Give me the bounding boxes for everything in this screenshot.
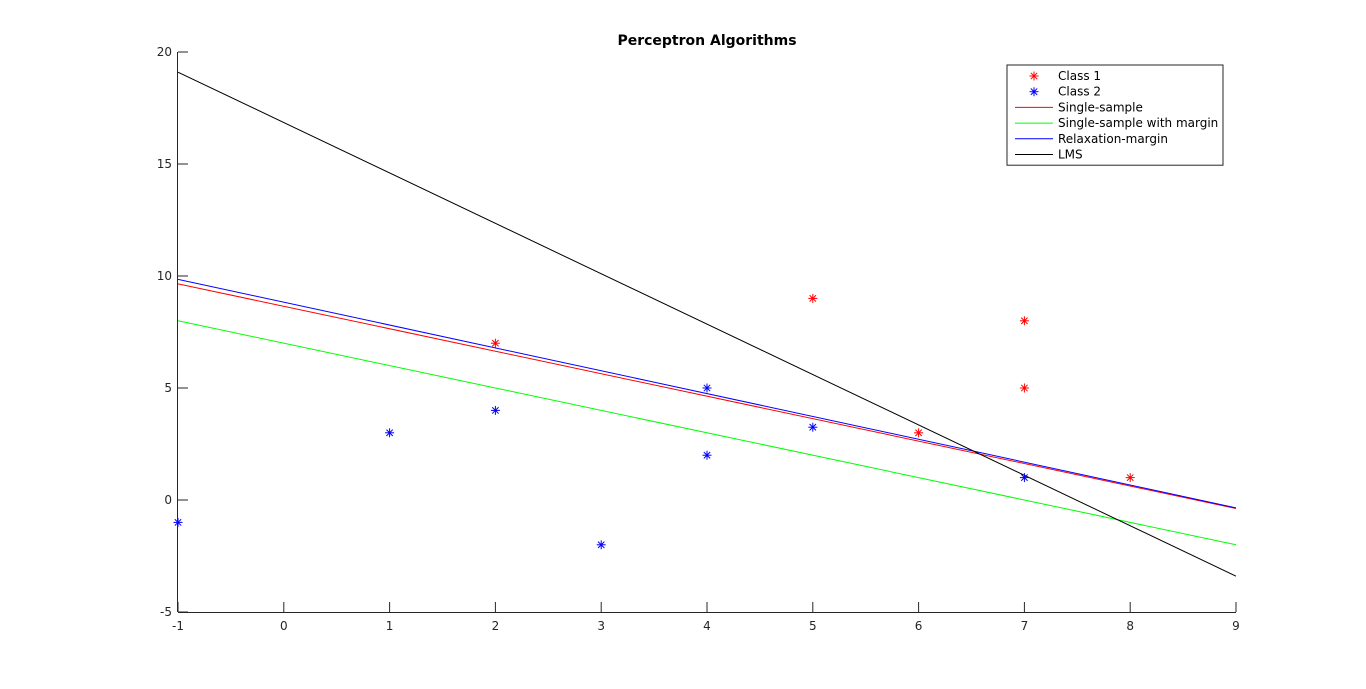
point-s1-1: [385, 428, 395, 438]
point-s0-2: [914, 428, 924, 438]
data-points: [173, 293, 1135, 550]
point-s0-1: [808, 293, 818, 303]
point-s0-5: [1125, 473, 1135, 483]
x-tick-label-4: 3: [597, 619, 605, 633]
point-s0-3: [1019, 316, 1029, 326]
legend-label-1: Class 2: [1058, 85, 1101, 99]
point-s1-5: [702, 450, 712, 460]
y-tick-label-4: 15: [157, 157, 172, 171]
legend-label-5: LMS: [1058, 148, 1083, 162]
point-s0-1-d2: [809, 294, 817, 302]
x-tick-label-10: 9: [1232, 619, 1240, 633]
x-tick-label-8: 7: [1021, 619, 1029, 633]
y-tick-label-3: 10: [157, 269, 172, 283]
point-s0-0: [490, 338, 500, 348]
legend-label-3: Single-sample with margin: [1058, 116, 1218, 130]
y-tick-label-1: 0: [164, 493, 172, 507]
x-tick-label-7: 6: [915, 619, 923, 633]
point-s1-1-d2: [386, 429, 394, 437]
x-tick-label-2: 1: [386, 619, 394, 633]
series-line-1: [178, 320, 1236, 546]
y-tick-label-2: 5: [164, 381, 172, 395]
axes: -1 0 1 2 3 4 5 6 7 8 9 -5 0 5 10 15 20: [157, 45, 1240, 633]
legend-marker-1: [1029, 87, 1039, 97]
legend-marker-0-d2: [1030, 72, 1038, 80]
x-tick-label-3: 2: [492, 619, 500, 633]
point-s1-5-d2: [703, 451, 711, 459]
series-line-0: [178, 283, 1236, 510]
series-line-2: [178, 278, 1236, 509]
point-s1-2: [490, 405, 500, 415]
legend-label-4: Relaxation-margin: [1058, 132, 1168, 146]
point-s1-4: [702, 383, 712, 393]
point-s1-2-d2: [491, 406, 499, 414]
point-s0-2-d2: [915, 429, 923, 437]
series-line-3: [178, 71, 1236, 577]
point-s0-0-d2: [491, 339, 499, 347]
series-lines: [178, 71, 1236, 577]
point-s1-6: [808, 422, 818, 432]
y-tick-label-0: -5: [160, 605, 172, 619]
x-tick-label-0: -1: [172, 619, 184, 633]
point-s1-6-d2: [809, 423, 817, 431]
legend-marker-0: [1029, 71, 1039, 81]
legend-box: [1006, 64, 1224, 166]
point-s0-4: [1019, 383, 1029, 393]
legend-label-0: Class 1: [1058, 69, 1101, 83]
x-tick-label-1: 0: [280, 619, 288, 633]
point-s1-7-d2: [1020, 474, 1028, 482]
point-s0-3-d2: [1020, 317, 1028, 325]
x-tick-label-6: 5: [809, 619, 817, 633]
point-s1-4-d2: [703, 384, 711, 392]
point-s1-3: [596, 540, 606, 550]
point-s1-7: [1019, 473, 1029, 483]
chart-title: Perceptron Algorithms: [617, 33, 796, 49]
legend-marker-1-d2: [1030, 88, 1038, 96]
legend-label-2: Single-sample: [1058, 100, 1143, 114]
y-tick-label-5: 20: [157, 45, 172, 59]
point-s1-3-d2: [597, 541, 605, 549]
x-tick-label-9: 8: [1126, 619, 1134, 633]
point-s0-5-d2: [1126, 474, 1134, 482]
point-s0-4-d2: [1020, 384, 1028, 392]
x-tick-label-5: 4: [703, 619, 711, 633]
